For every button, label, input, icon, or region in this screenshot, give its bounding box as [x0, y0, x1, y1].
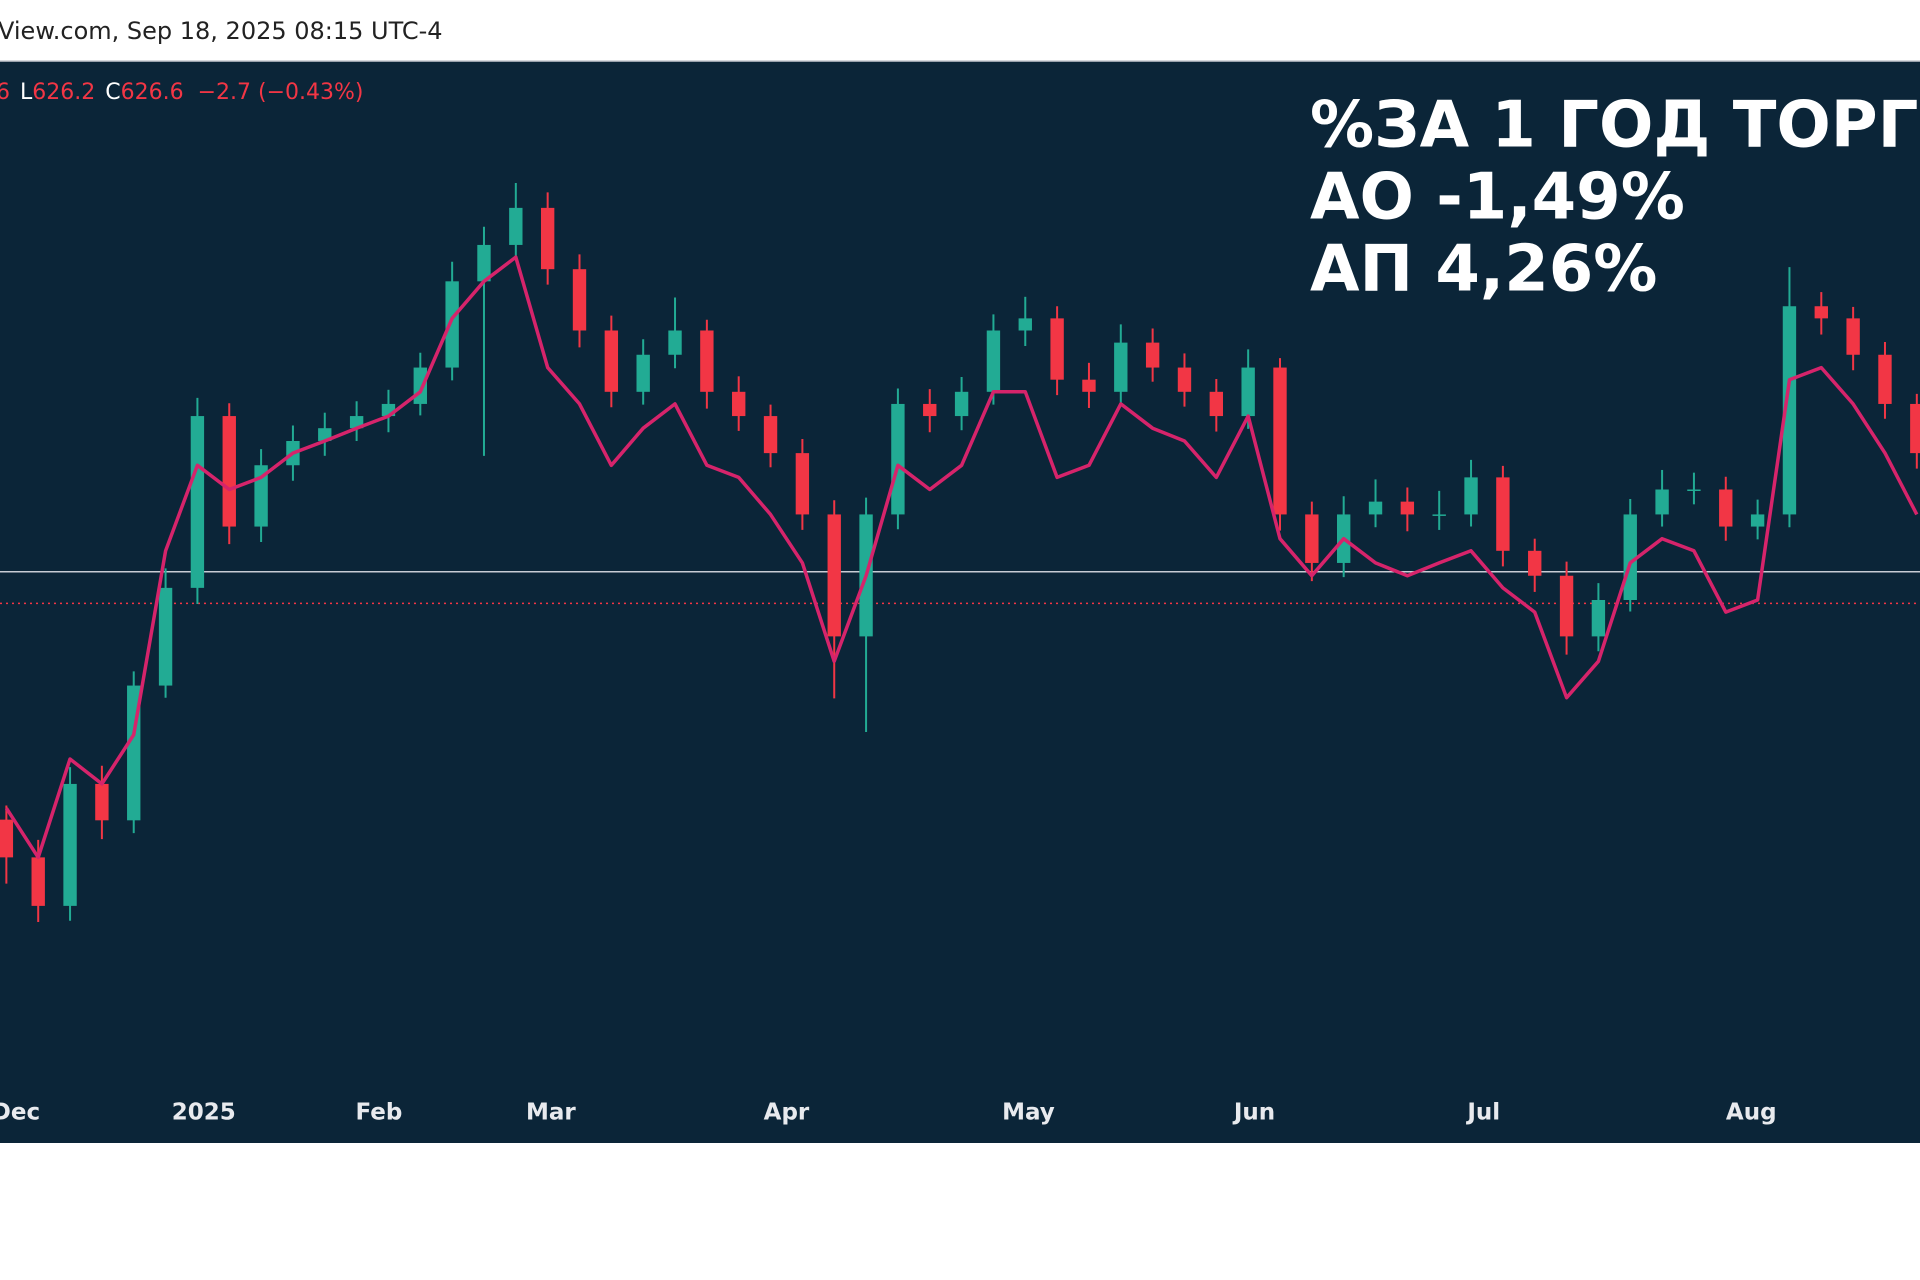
candle-body — [158, 587, 173, 686]
candle-body — [1814, 306, 1828, 319]
candle-body — [1846, 318, 1860, 355]
candle-body — [763, 416, 778, 454]
annotation: АП 4,26% — [1310, 233, 1657, 307]
x-tick-label: Apr — [764, 1100, 810, 1126]
candle-body — [1400, 501, 1415, 515]
candle-body — [190, 416, 205, 588]
annotation: АО -1,49% — [1310, 161, 1685, 235]
candle-body — [1750, 514, 1765, 527]
x-tick-label: Jul — [1465, 1100, 1500, 1126]
header-source: View.com, Sep 18, 2025 08:15 UTC-4 — [0, 17, 443, 45]
candle-body — [1910, 403, 1920, 454]
candle-body — [1082, 379, 1096, 392]
candle-body — [1145, 342, 1160, 368]
candle-body — [1368, 501, 1383, 515]
overlay-line — [4, 255, 1919, 860]
candle-body — [1559, 575, 1574, 637]
candle-body — [1782, 306, 1797, 515]
annotation: %ЗА 1 ГОД ТОРГО — [1310, 89, 1920, 163]
candle-body — [1209, 391, 1224, 417]
candle-body — [222, 416, 236, 527]
candle-body — [509, 207, 523, 245]
candle-body — [445, 281, 459, 368]
ohlc-legend-item: C — [105, 80, 120, 105]
ohlc-legend-item: 626.2 — [32, 80, 95, 105]
x-tick-label: Aug — [1726, 1100, 1777, 1126]
x-tick-label: Dec — [0, 1100, 40, 1126]
ohlc-legend: 6 L626.2 C626.6 −2.7 (−0.43%) — [0, 80, 364, 105]
candle-body — [254, 465, 268, 527]
candle-body — [1114, 342, 1128, 392]
candle-body — [95, 783, 109, 821]
plot-area — [0, 182, 1920, 923]
candle-body — [668, 330, 682, 355]
x-tick-label: Feb — [355, 1100, 402, 1126]
candle-body — [1496, 477, 1510, 551]
candle-body — [31, 857, 45, 906]
candle-body — [1655, 489, 1669, 515]
candle-body — [1018, 318, 1032, 331]
x-tick-label: May — [1002, 1100, 1055, 1126]
candle-body — [827, 514, 841, 637]
x-tick-label: Mar — [526, 1100, 576, 1126]
candle-body — [540, 207, 555, 270]
x-tick-label: 2025 — [172, 1100, 236, 1126]
ohlc-legend-item: −2.7 (−0.43%) — [198, 80, 364, 105]
candle-body — [63, 783, 77, 906]
candle-body — [1719, 489, 1733, 527]
candle-body — [477, 244, 491, 282]
ohlc-legend-item: L — [20, 80, 33, 105]
candle-body — [1432, 514, 1446, 516]
candle-body — [1241, 367, 1255, 417]
candle-body — [0, 819, 14, 858]
candle-body — [1591, 600, 1606, 637]
candle-body — [1177, 367, 1192, 392]
candle-body — [923, 403, 937, 417]
candle-body — [1687, 489, 1701, 492]
candle-body — [1050, 318, 1064, 380]
candle-body — [700, 330, 714, 392]
candle-body — [1528, 550, 1542, 576]
ohlc-legend-item: 6 — [0, 80, 10, 105]
candle-body — [604, 330, 619, 392]
ohlc-legend-item: 626.6 — [121, 80, 184, 105]
candle-body — [954, 391, 969, 417]
candle-body — [795, 453, 810, 515]
x-tick-label: Jun — [1232, 1100, 1275, 1126]
candle-body — [732, 391, 746, 417]
candle-body — [572, 269, 587, 331]
header-bar — [0, 0, 1920, 61]
candle-body — [1305, 514, 1319, 563]
candle-body — [413, 367, 427, 404]
candle-body — [1273, 367, 1287, 515]
candle-body — [636, 354, 650, 392]
candle-body — [986, 330, 1001, 392]
candle-body — [891, 403, 905, 515]
candle-body — [1464, 477, 1478, 515]
candle-body — [1878, 354, 1892, 404]
